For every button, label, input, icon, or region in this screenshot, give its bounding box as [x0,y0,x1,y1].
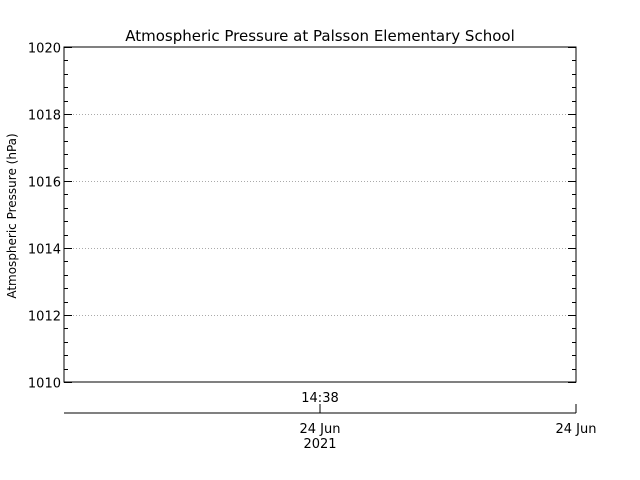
time-marker-label: 14:38 [301,391,338,406]
y-tick-label: 1020 [28,42,61,57]
y-tick-label: 1016 [28,176,61,191]
grid-lines [64,114,576,316]
x-date-label-1: 24 Jun [300,422,341,437]
y-tick-label: 1018 [28,109,61,124]
minor-ticks [64,47,576,383]
y-axis-label: Atmospheric Pressure (hPa) [5,133,19,298]
chart-title: Atmospheric Pressure at Palsson Elementa… [125,27,514,45]
y-tick-labels: 1010 1012 1014 1016 1018 1020 [28,42,61,392]
x-date-label-2: 24 Jun [556,422,597,437]
plot-area-frame [63,46,577,383]
x-year-label-1: 2021 [303,437,336,452]
y-tick-label: 1014 [28,243,61,258]
major-ticks [64,47,576,383]
y-tick-label: 1012 [28,310,61,325]
y-tick-label: 1010 [28,377,61,392]
